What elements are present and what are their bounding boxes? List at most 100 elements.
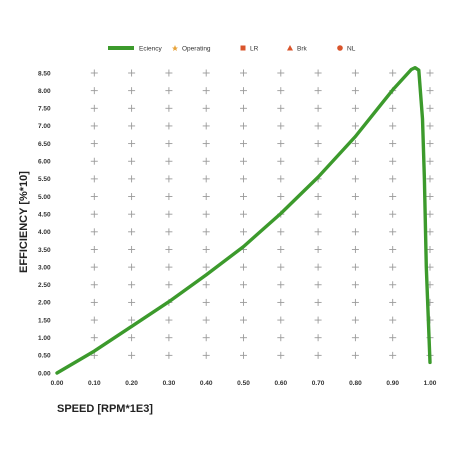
grid-marker <box>240 193 247 201</box>
y-tick-label: 2.00 <box>38 300 51 307</box>
grid-marker <box>389 263 397 271</box>
y-axis-label: EFFICIENCY [%*10] <box>18 171 30 273</box>
x-axis-label: SPEED [RPM*1E3] <box>57 403 153 415</box>
grid-marker <box>240 351 247 359</box>
grid-marker <box>165 69 173 77</box>
y-tick-label: 5.00 <box>38 194 51 201</box>
grid-marker <box>351 69 359 77</box>
grid-marker <box>128 351 136 359</box>
grid-marker <box>202 334 210 342</box>
grid-marker <box>389 157 397 165</box>
y-tick-label: 1.00 <box>38 335 51 342</box>
legend-label: LR <box>250 46 259 53</box>
y-tick-label: 8.00 <box>38 88 51 95</box>
grid-marker <box>202 351 210 359</box>
grid-marker <box>240 69 247 77</box>
grid-marker <box>277 193 285 201</box>
grid-marker <box>426 175 434 183</box>
grid-marker <box>165 334 173 342</box>
grid-marker <box>426 193 434 201</box>
grid-marker <box>165 122 173 130</box>
grid-marker <box>202 87 210 95</box>
grid-marker <box>277 69 285 77</box>
grid-marker <box>240 87 247 95</box>
grid-marker <box>165 245 173 253</box>
grid-marker <box>128 228 136 236</box>
grid-marker <box>351 245 359 253</box>
grid-marker <box>277 316 285 324</box>
grid-marker <box>314 316 322 324</box>
grid-marker <box>277 281 285 289</box>
grid-marker <box>277 140 285 148</box>
y-tick-label: 7.50 <box>38 106 51 113</box>
x-tick-label: 0.80 <box>349 380 362 387</box>
x-tick-label: 0.40 <box>200 380 213 387</box>
grid-marker <box>240 263 247 271</box>
x-tick-label: 0.30 <box>163 380 176 387</box>
grid-marker <box>389 69 397 77</box>
grid-marker <box>389 210 397 218</box>
grid-marker <box>314 69 322 77</box>
grid-marker <box>426 210 434 218</box>
grid-marker <box>90 263 98 271</box>
grid-marker <box>277 175 285 183</box>
grid-marker <box>128 210 136 218</box>
grid-marker <box>165 210 173 218</box>
grid-marker <box>277 334 285 342</box>
grid-marker <box>389 228 397 236</box>
legend-item: Operating <box>172 45 211 53</box>
grid-marker <box>240 122 247 130</box>
grid-marker <box>314 281 322 289</box>
grid-markers <box>90 69 434 359</box>
grid-marker <box>351 263 359 271</box>
grid-marker <box>351 193 359 201</box>
grid-marker <box>202 281 210 289</box>
grid-marker <box>240 228 247 236</box>
grid-marker <box>389 316 397 324</box>
grid-marker <box>240 157 247 165</box>
grid-marker <box>277 157 285 165</box>
legend-circle-marker <box>337 45 343 51</box>
grid-marker <box>240 104 247 112</box>
grid-marker <box>128 193 136 201</box>
grid-marker <box>165 281 173 289</box>
grid-marker <box>202 157 210 165</box>
y-tick-label: 6.50 <box>38 141 51 148</box>
grid-marker <box>277 263 285 271</box>
grid-marker <box>240 140 247 148</box>
grid-marker <box>426 157 434 165</box>
grid-marker <box>128 87 136 95</box>
grid-marker <box>389 334 397 342</box>
grid-marker <box>90 228 98 236</box>
legend-label: Eciency <box>139 46 163 53</box>
grid-marker <box>314 298 322 306</box>
grid-marker <box>128 316 136 324</box>
grid-marker <box>90 298 98 306</box>
grid-marker <box>351 298 359 306</box>
y-tick-label: 4.50 <box>38 211 51 218</box>
grid-marker <box>351 140 359 148</box>
grid-marker <box>165 316 173 324</box>
grid-marker <box>277 298 285 306</box>
y-tick-label: 8.50 <box>38 70 51 77</box>
legend-square-marker <box>240 45 246 51</box>
x-tick-label: 0.50 <box>237 380 250 387</box>
grid-marker <box>90 104 98 112</box>
x-tick-label: 0.20 <box>125 380 138 387</box>
grid-marker <box>389 104 397 112</box>
grid-marker <box>128 175 136 183</box>
axes: 0.00 0.10 0.20 0.30 0.40 0.50 0.60 0.70 0.80 0.90… <box>38 70 437 387</box>
grid-marker <box>165 104 173 112</box>
grid-marker <box>351 210 359 218</box>
grid-marker <box>202 140 210 148</box>
grid-marker <box>202 210 210 218</box>
grid-marker <box>314 87 322 95</box>
grid-marker <box>426 69 434 77</box>
grid-marker <box>351 228 359 236</box>
legend-star-marker <box>172 45 178 51</box>
grid-marker <box>314 104 322 112</box>
grid-marker <box>314 210 322 218</box>
grid-marker <box>165 263 173 271</box>
